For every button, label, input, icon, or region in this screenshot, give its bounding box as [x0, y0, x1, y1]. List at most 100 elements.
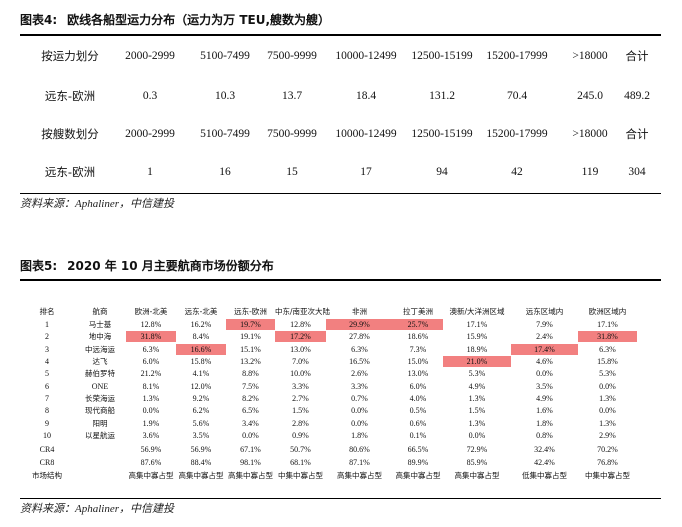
share-cell: 低集中寡占型	[522, 471, 567, 480]
fig4-cell: 42	[511, 166, 523, 178]
share-cell: 50.7%	[290, 445, 311, 454]
carrier-cell	[74, 470, 126, 481]
share-cell: 8.8%	[242, 369, 259, 379]
share-cell: 17.1%	[597, 320, 618, 329]
cr8-row: CR8 87.6% 88.4% 98.1% 68.1% 87.1% 89.9% 85.9% 42…	[20, 457, 661, 468]
share-cell: 0.0%	[599, 381, 616, 391]
share-cell: 3.4%	[242, 418, 259, 428]
table-row: 3 中远海运 6.3% 16.6% 15.1% 13.0% 6.3% 7.3% 18.9% 17.…	[20, 343, 661, 355]
share-cell: 8.2%	[242, 394, 259, 404]
carrier-cell: 航商	[92, 307, 108, 316]
share-cell: 7.9%	[536, 320, 553, 329]
share-cell: 1.9%	[142, 418, 160, 428]
share-cell: 66.5%	[407, 445, 429, 454]
share-cell: 0.0%	[351, 418, 368, 428]
share-cell: 19.7%	[226, 319, 275, 330]
share-cell: 16.2%	[190, 320, 212, 329]
share-cell: 0.0%	[599, 406, 616, 416]
share-cell: 56.9%	[140, 445, 162, 454]
carrier-cell: 阳明	[92, 418, 108, 428]
share-cell: 6.2%	[192, 406, 210, 416]
share-cell: 13.0%	[290, 344, 311, 354]
fig4-cell: 13.7	[281, 90, 303, 102]
fig4-cell: 119	[581, 166, 599, 178]
fig4-capacity-values-row: 远东-欧洲 0.3 10.3 13.7 18.4 131.2 70.4 245.0 489.2	[20, 88, 661, 104]
share-cell: 15.1%	[240, 344, 261, 354]
fig4-cell: 17	[360, 166, 372, 178]
share-cell: 2.8%	[292, 418, 309, 428]
share-cell: 0.0%	[142, 406, 160, 416]
share-cell: 高集中寡占型	[128, 471, 174, 480]
share-cell: 85.9%	[466, 458, 488, 467]
share-cell: 1.5%	[468, 406, 486, 416]
share-cell: 远东-欧洲	[234, 307, 267, 316]
fig5-source: 资料来源：Aphaliner，中信建投	[20, 503, 174, 515]
share-cell: 中集中寡占型	[585, 471, 630, 480]
carrier-cell: 现代商船	[85, 406, 115, 416]
share-cell: 6.3%	[351, 344, 368, 354]
share-cell: 6.0%	[142, 357, 160, 367]
carrier-cell	[74, 457, 126, 468]
fig4-cell: 131.2	[429, 90, 455, 102]
share-cell: 87.6%	[140, 458, 162, 467]
fig4-capacity-header-row: 按运力划分 2000-2999 5100-7499 7500-9999 10000-12…	[20, 48, 661, 64]
share-cell: 13.0%	[407, 369, 429, 379]
share-cell: 27.8%	[349, 332, 370, 342]
share-cell: 非洲	[352, 307, 367, 316]
rank-cell: 5	[45, 369, 49, 379]
share-cell: 4.9%	[468, 381, 486, 391]
share-cell: 9.2%	[192, 394, 210, 404]
share-cell: 1.3%	[142, 394, 160, 404]
table-row: 10 以星航运 3.6% 3.5% 0.0% 0.9% 1.8% 0.1% 0.0% 0.8% 2.…	[20, 430, 661, 441]
share-cell: 0.0%	[468, 431, 486, 441]
fig4-cell: 15200-17999	[486, 50, 548, 62]
fig4-ships-header-row: 按艘数划分 2000-2999 5100-7499 7500-9999 10000-12…	[20, 126, 661, 142]
fig4-cell: 245.0	[577, 90, 603, 102]
fig4-cell: 12500-15199	[411, 50, 473, 62]
rank-cell: 4	[45, 357, 49, 367]
fig4-cell: 2000-2999	[125, 128, 175, 140]
fig5-bottom-rule	[20, 498, 661, 499]
carrier-cell	[74, 444, 126, 455]
share-cell: 1.3%	[468, 394, 486, 404]
share-cell: 16.6%	[176, 343, 226, 355]
share-cell: 18.6%	[407, 332, 429, 342]
carrier-cell: ONE	[91, 381, 109, 391]
share-cell: 18.9%	[466, 344, 488, 354]
share-cell: 25.7%	[393, 319, 443, 330]
fig4-cell: 2000-2999	[125, 50, 175, 62]
fig4-cell: 按艘数划分	[41, 127, 99, 141]
fig4-cell: 10000-12499	[335, 128, 397, 140]
share-cell: 12.8%	[140, 320, 162, 329]
share-cell: 中集中寡占型	[278, 471, 323, 480]
share-cell: 17.1%	[466, 320, 488, 329]
table-row: 2 地中海 31.8% 8.4% 19.1% 17.2% 27.8% 18.6% 15.9% 2.…	[20, 331, 661, 343]
rank-cell: CR4	[39, 445, 55, 454]
fig4-cell: 合计	[625, 49, 649, 63]
fig4-title-text: 欧线各船型运力分布（运力为万 TEU,艘数为艘）	[67, 13, 331, 27]
share-cell: 2.7%	[292, 394, 309, 404]
share-cell: 98.1%	[240, 458, 261, 467]
rank-cell: 8	[45, 406, 49, 416]
share-cell: 远东区域内	[525, 307, 564, 316]
market-structure-row: 市场结构 高集中寡占型 高集中寡占型 高集中寡占型 中集中寡占型 高集中寡占型 高集中寡占型…	[20, 470, 661, 481]
carrier-cell: 长荣海运	[85, 394, 115, 404]
share-cell: 2.9%	[599, 431, 616, 441]
fig4-cell: 5100-7499	[200, 50, 250, 62]
fig4-cell: 7500-9999	[267, 128, 317, 140]
fig4-cell: 15	[286, 166, 298, 178]
share-cell: 7.3%	[409, 344, 427, 354]
share-cell: 6.5%	[242, 406, 259, 416]
share-cell: 68.1%	[290, 458, 311, 467]
rank-cell: 2	[45, 332, 49, 342]
share-cell: 12.0%	[190, 381, 212, 391]
share-cell: 3.5%	[192, 431, 210, 441]
fig4-cell: 16	[219, 166, 231, 178]
share-cell: 70.2%	[597, 445, 618, 454]
share-cell: 3.5%	[536, 381, 553, 391]
share-cell: 1.5%	[292, 406, 309, 416]
table-row: 5 赫伯罗特 21.2% 4.1% 8.8% 10.0% 2.6% 13.0% 5.3% 0.0%…	[20, 368, 661, 379]
carrier-cell: 赫伯罗特	[85, 369, 115, 379]
rank-cell: 1	[45, 320, 49, 329]
share-cell: 0.0%	[536, 369, 553, 379]
